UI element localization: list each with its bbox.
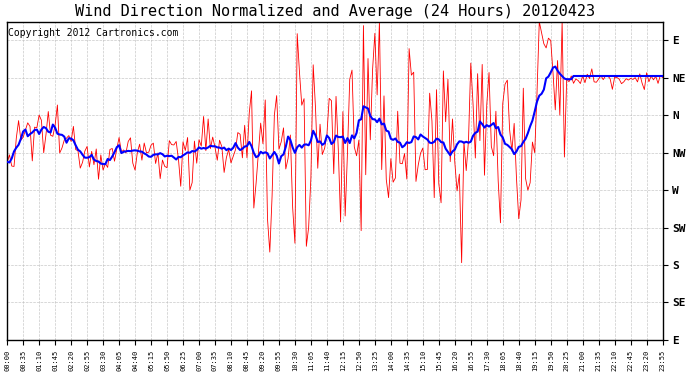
Text: Copyright 2012 Cartronics.com: Copyright 2012 Cartronics.com <box>8 28 179 38</box>
Title: Wind Direction Normalized and Average (24 Hours) 20120423: Wind Direction Normalized and Average (2… <box>75 4 595 19</box>
